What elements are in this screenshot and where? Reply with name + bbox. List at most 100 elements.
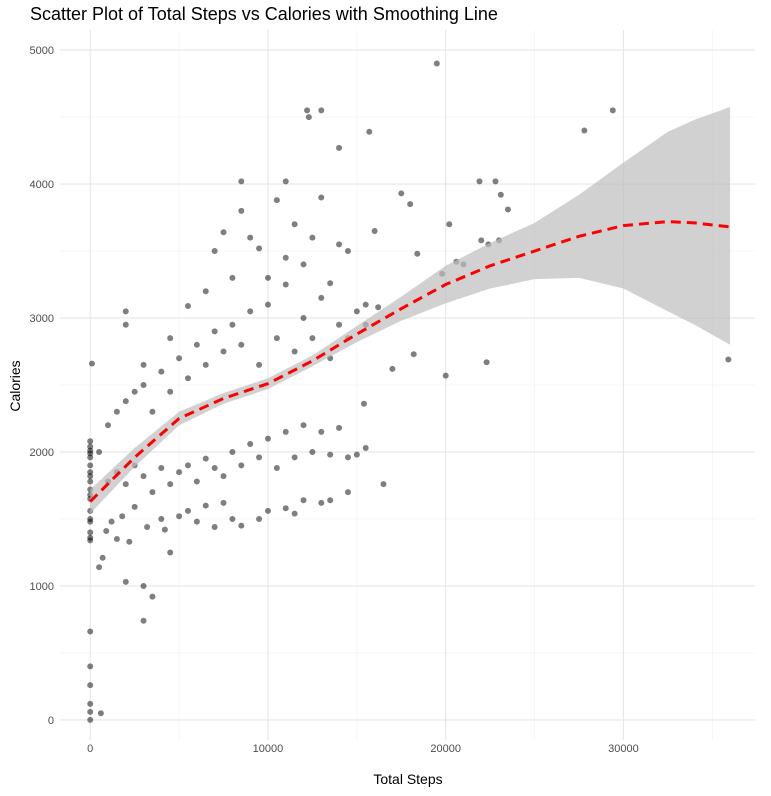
tick-labels: 0 10000 20000 30000 0 1000 2000 3000 4000 5000	[30, 45, 639, 755]
data-point	[158, 515, 165, 522]
data-point	[375, 304, 382, 311]
data-point	[318, 294, 325, 301]
data-point	[318, 194, 325, 201]
data-point	[140, 582, 147, 589]
data-point	[140, 617, 147, 624]
data-point	[353, 308, 360, 315]
data-point	[282, 505, 289, 512]
data-point	[318, 499, 325, 506]
data-point	[119, 513, 126, 520]
data-point	[238, 462, 245, 469]
data-point	[305, 114, 312, 121]
data-point	[202, 455, 209, 462]
smoothing-line	[89, 220, 731, 503]
data-point	[229, 448, 236, 455]
data-point	[492, 178, 499, 185]
data-point	[362, 444, 369, 451]
data-point	[184, 375, 191, 382]
data-point	[211, 328, 218, 335]
data-point	[300, 422, 307, 429]
data-point	[362, 301, 369, 308]
data-point	[103, 528, 110, 535]
y-tick-label: 5000	[30, 45, 54, 57]
data-point	[202, 502, 209, 509]
data-point	[353, 451, 360, 458]
data-point	[140, 473, 147, 480]
data-point	[87, 438, 94, 445]
data-point	[193, 341, 200, 348]
data-point	[291, 510, 298, 517]
data-point	[229, 274, 236, 281]
data-point	[238, 341, 245, 348]
data-point	[184, 462, 191, 469]
data-point	[327, 497, 334, 504]
data-point	[87, 682, 94, 689]
data-point	[336, 321, 343, 328]
data-point	[87, 478, 94, 485]
data-point	[211, 465, 218, 472]
data-point	[344, 454, 351, 461]
data-point	[398, 190, 405, 197]
confidence-band	[90, 107, 731, 514]
data-point	[238, 207, 245, 214]
data-point	[113, 408, 120, 415]
data-point	[149, 408, 156, 415]
data-point	[193, 478, 200, 485]
data-point	[87, 716, 94, 723]
data-point	[256, 361, 263, 368]
data-point	[220, 348, 227, 355]
data-point	[238, 178, 245, 185]
x-tick-label: 10000	[253, 743, 284, 755]
data-point	[176, 513, 183, 520]
data-point	[264, 274, 271, 281]
data-point	[87, 628, 94, 635]
data-point	[167, 481, 174, 488]
x-tick-label: 20000	[430, 743, 461, 755]
data-point	[360, 400, 367, 407]
data-point	[442, 372, 449, 379]
x-tick-label: 30000	[608, 743, 639, 755]
data-point	[238, 522, 245, 529]
data-point	[344, 489, 351, 496]
data-point	[380, 481, 387, 488]
data-point	[122, 321, 129, 328]
data-point	[256, 454, 263, 461]
data-point	[264, 301, 271, 308]
data-point	[122, 481, 129, 488]
x-tick-label: 0	[87, 743, 93, 755]
data-point	[229, 515, 236, 522]
data-point	[371, 227, 378, 234]
data-point	[336, 424, 343, 431]
data-point	[87, 515, 94, 522]
data-point	[113, 536, 120, 543]
data-point	[220, 229, 227, 236]
data-point	[433, 60, 440, 67]
data-point	[87, 443, 94, 450]
data-point	[131, 388, 138, 395]
data-point	[87, 534, 94, 541]
data-point	[122, 578, 129, 585]
data-point	[282, 254, 289, 261]
data-point	[273, 335, 280, 342]
data-point	[176, 469, 183, 476]
data-point	[336, 241, 343, 248]
data-point	[229, 321, 236, 328]
data-point	[291, 454, 298, 461]
data-point	[167, 549, 174, 556]
data-point	[176, 355, 183, 362]
data-point	[99, 554, 106, 561]
data-point	[158, 368, 165, 375]
y-axis-label: Calories	[7, 360, 23, 411]
data-point	[104, 422, 111, 429]
data-point	[609, 107, 616, 114]
data-point	[478, 237, 485, 244]
data-point	[144, 524, 151, 530]
data-point	[202, 288, 209, 295]
data-point	[273, 465, 280, 472]
data-point	[725, 356, 732, 363]
data-point	[291, 221, 298, 228]
data-point	[309, 448, 316, 455]
data-point	[193, 518, 200, 525]
data-point	[140, 361, 147, 368]
data-point	[126, 538, 133, 545]
